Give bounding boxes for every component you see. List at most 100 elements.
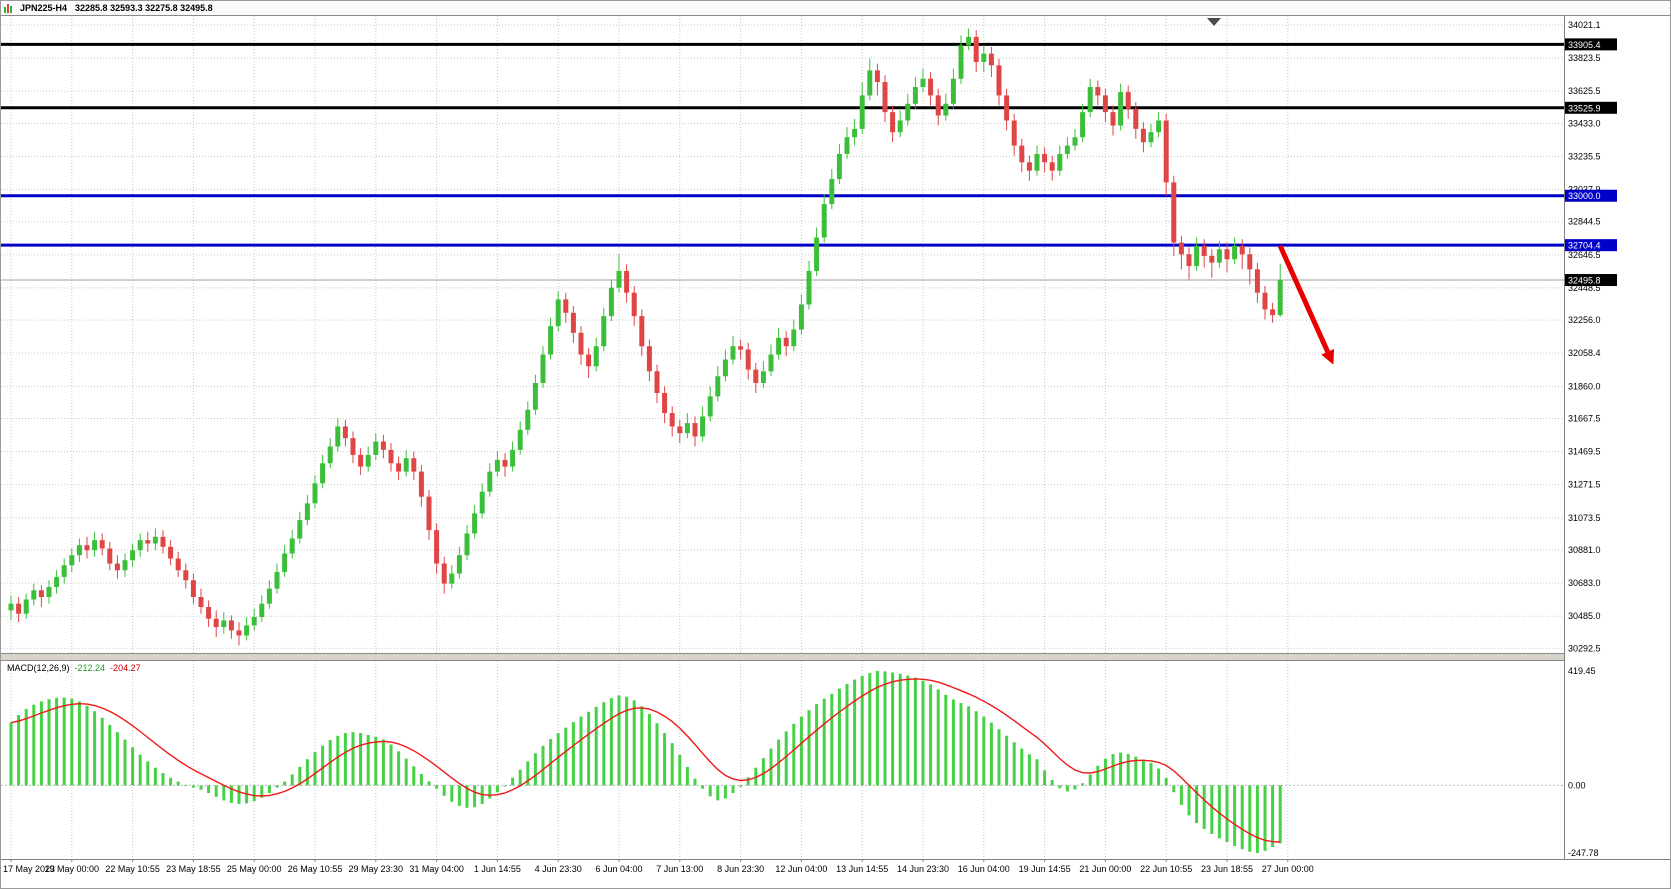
candle-body: [221, 620, 227, 628]
candle-body: [1011, 120, 1017, 146]
macd-bar: [457, 785, 461, 806]
candle-body: [183, 570, 189, 581]
macd-bar: [1027, 754, 1031, 786]
candle-body: [753, 369, 759, 383]
macd-bar: [62, 697, 66, 786]
price-tick-label: 31667.5: [1568, 414, 1601, 424]
macd-bar: [1088, 774, 1092, 786]
arrow-head[interactable]: [1321, 348, 1335, 365]
candle-body: [1232, 245, 1238, 260]
candle-body: [783, 337, 789, 347]
candle-body: [996, 65, 1002, 96]
macd-bar: [944, 694, 948, 786]
macd-bar: [1225, 785, 1229, 843]
candle-body: [289, 538, 295, 554]
price-tick-label: 33235.5: [1568, 151, 1601, 161]
price-tick-label: 31860.0: [1568, 381, 1601, 391]
macd-bar: [351, 732, 355, 786]
macd-bar: [1217, 785, 1221, 839]
candle-body: [441, 563, 447, 584]
time-axis[interactable]: [1, 859, 1671, 889]
macd-bar: [100, 717, 104, 786]
price-tick-label: 33433.0: [1568, 118, 1601, 128]
candle-body: [806, 270, 812, 305]
macd-bar: [898, 673, 902, 786]
macd-bar: [47, 699, 51, 786]
time-tick-label: 14 Jun 23:30: [897, 864, 949, 874]
candle-body: [464, 533, 470, 556]
time-tick-label: 7 Jun 13:00: [656, 864, 703, 874]
macd-bar: [131, 747, 135, 786]
candle-body: [593, 346, 599, 367]
chart-topbar: JPN225-H4 32285.8 32593.3 32275.8 32495.…: [1, 1, 1670, 16]
candle-body: [707, 396, 713, 417]
macd-bar: [739, 785, 743, 787]
price-badges: 33905.4 33525.9 33000.0 32704.4 32495.8: [1565, 38, 1617, 287]
candle-body: [821, 204, 827, 238]
candle-body: [981, 53, 987, 62]
price-badge: [1565, 38, 1617, 51]
candle-body: [1110, 112, 1116, 126]
macd-bar: [191, 785, 195, 788]
candle-body: [297, 520, 303, 539]
macd-bar: [290, 774, 294, 786]
macd-bar: [55, 697, 59, 786]
candle-body: [654, 371, 660, 394]
candle-body: [1209, 255, 1215, 263]
macd-bar: [397, 751, 401, 786]
macd-bar: [1119, 752, 1123, 786]
macd-bar: [427, 781, 431, 786]
candle-body: [616, 270, 622, 288]
macd-bar: [1050, 779, 1054, 786]
candle-body: [677, 426, 683, 434]
horizontal-level-lines[interactable]: [1, 42, 1564, 247]
macd-bar: [374, 736, 378, 786]
candle-body: [738, 346, 744, 350]
candle-body: [487, 471, 493, 492]
time-tick-label: 19 May 00:00: [45, 864, 100, 874]
price-tick-label: 30485.0: [1568, 611, 1601, 621]
macd-bar: [579, 716, 583, 786]
candle-body: [1125, 92, 1131, 109]
macd-bar: [1096, 765, 1100, 786]
time-tick-label: 16 Jun 04:00: [958, 864, 1010, 874]
price-axis[interactable]: [1564, 16, 1671, 859]
candle-body: [456, 555, 462, 574]
price-tick-label: 32844.5: [1568, 217, 1601, 227]
macd-bar: [875, 671, 879, 786]
macd-bar: [640, 706, 644, 786]
macd-bar: [655, 723, 659, 786]
candle-body: [1026, 162, 1032, 171]
macd-bar: [723, 785, 727, 799]
candle-body: [16, 603, 22, 614]
chart-shift-marker[interactable]: [1207, 18, 1221, 26]
candle-body: [692, 423, 698, 437]
macd-bar: [473, 785, 477, 808]
macd-bar: [830, 693, 834, 786]
arrow-shaft[interactable]: [1277, 244, 1330, 353]
candle-body: [342, 426, 348, 439]
time-tick-label: 19 Jun 14:55: [1019, 864, 1071, 874]
candle-body: [715, 376, 721, 397]
candle-body: [1034, 153, 1040, 171]
macd-bar: [1111, 754, 1115, 786]
candle-body: [114, 563, 120, 571]
trend-arrow[interactable]: [1277, 244, 1335, 365]
macd-bar: [435, 785, 439, 789]
candle-body: [137, 540, 143, 551]
candle-body: [228, 620, 234, 631]
macd-bar: [822, 698, 826, 786]
candle-body: [312, 483, 318, 504]
macd-bar: [1255, 785, 1259, 853]
candle-body: [920, 78, 926, 88]
macd-bar: [1035, 759, 1039, 786]
chart-background[interactable]: [1, 16, 1671, 889]
candle-body: [434, 530, 440, 564]
candle-body: [396, 463, 402, 472]
macd-bar: [891, 672, 895, 786]
candle-body: [472, 513, 478, 534]
macd-indicator-label: MACD(12,26,9) -212.24 -204.27: [7, 663, 141, 673]
macd-bar: [913, 677, 917, 786]
macd-bar: [229, 785, 233, 803]
